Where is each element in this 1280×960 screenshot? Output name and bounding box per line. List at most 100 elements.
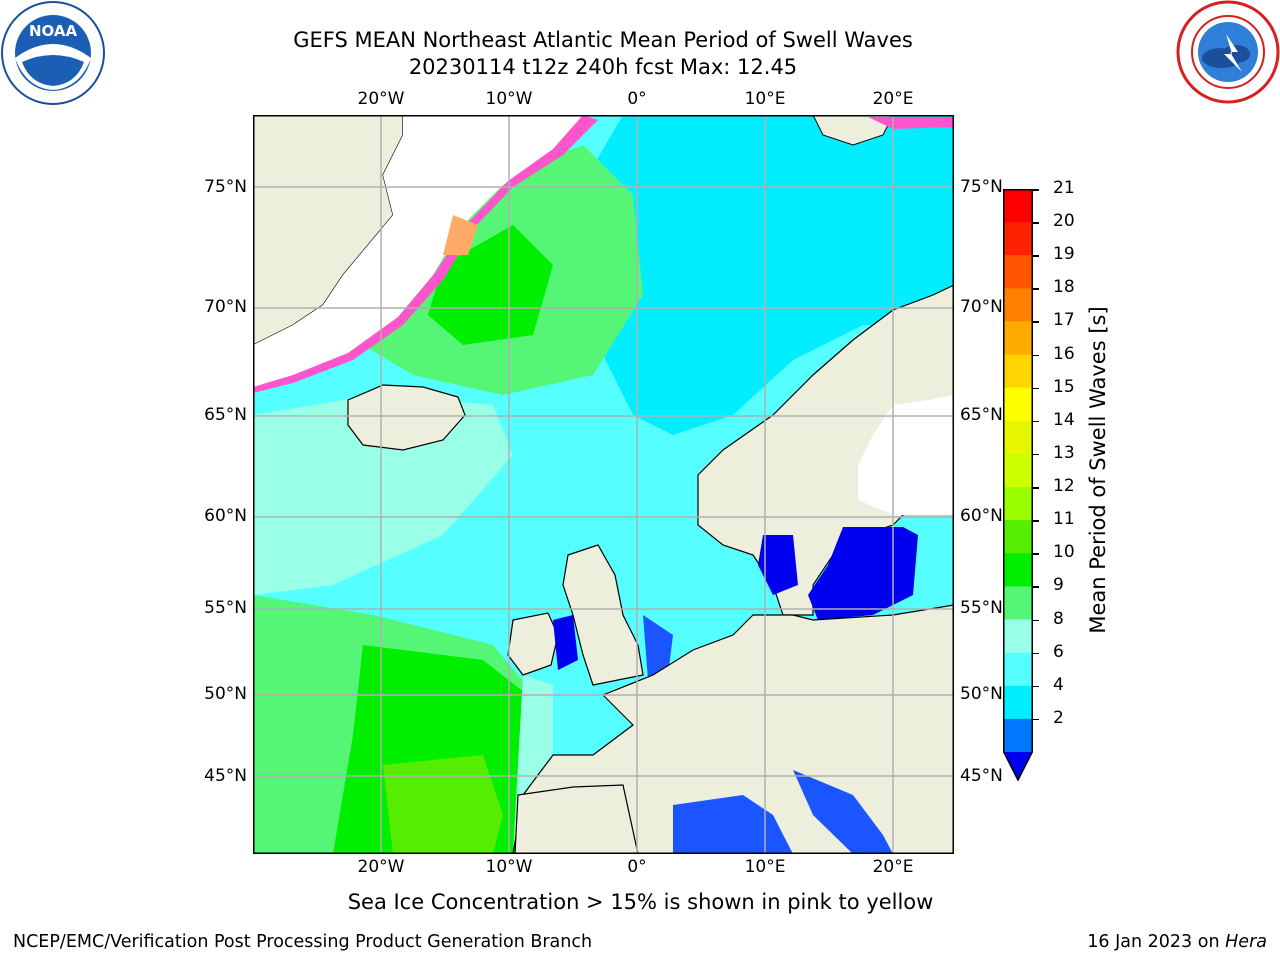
colorbar-bin — [1003, 619, 1033, 654]
colorbar-tick-label: 21 — [1053, 178, 1075, 198]
colorbar-tick-mark — [1033, 553, 1039, 555]
lon-label-top-10e: 10°E — [744, 89, 786, 109]
colorbar-under-arrow — [1003, 752, 1033, 781]
lat-label-right-75n: 75°N — [960, 177, 1003, 197]
colorbar-bin — [1003, 487, 1033, 521]
colorbar-bin — [1003, 354, 1033, 389]
colorbar-tick-label: 8 — [1053, 608, 1064, 629]
colorbar-tick-mark — [1033, 619, 1039, 622]
map-subtitle: 20230114 t12z 240h fcst Max: 12.45 — [408, 55, 798, 79]
colorbar-bin — [1003, 189, 1033, 223]
colorbar-tick-mark — [1033, 321, 1039, 323]
lat-label-right-70n: 70°N — [960, 297, 1003, 317]
colorbar-tick-mark — [1033, 420, 1039, 423]
colorbar-tick-label: 10 — [1053, 542, 1075, 563]
swell-zone-8-9s-west — [253, 395, 513, 595]
colorbar-tick-label: 12 — [1053, 476, 1075, 497]
lon-label-top-10w: 10°W — [485, 89, 533, 109]
colorbar-tick-label: 9 — [1053, 575, 1064, 596]
colorbar-tick-label: 16 — [1053, 343, 1075, 364]
lon-label-top-20e: 20°E — [872, 89, 914, 109]
colorbar-tick-label: 19 — [1053, 244, 1075, 265]
colorbar-bin — [1003, 321, 1033, 356]
colorbar-tick-mark — [1033, 487, 1039, 489]
lat-label-right-65n: 65°N — [960, 405, 1003, 425]
lat-label-left-50n: 50°N — [204, 684, 247, 704]
colorbar-bin — [1003, 520, 1033, 554]
ireland-land — [507, 612, 559, 676]
colorbar-bin — [1003, 718, 1033, 753]
colorbar-tick-mark — [1033, 520, 1039, 522]
colorbar-tick-label: 15 — [1053, 376, 1075, 397]
colorbar-bin — [1003, 586, 1033, 621]
colorbar-tick-mark — [1033, 222, 1039, 224]
lon-label-bottom-20w: 20°W — [357, 857, 405, 877]
colorbar-bin — [1003, 387, 1033, 422]
lon-label-top-0: 0° — [627, 89, 647, 109]
colorbar-tick-label: 13 — [1053, 442, 1075, 463]
footer-date: 16 Jan 2023 on Hera — [1087, 932, 1267, 952]
colorbar-bin — [1003, 420, 1033, 455]
lat-label-left-55n: 55°N — [204, 598, 247, 618]
colorbar-tick-label: 14 — [1053, 409, 1075, 430]
sea-ice-edge — [253, 115, 598, 393]
colorbar-tick-mark — [1033, 255, 1039, 257]
lat-label-left-60n: 60°N — [204, 506, 247, 526]
colorbar-bin — [1003, 553, 1033, 587]
colorbar-tick-label: 17 — [1053, 310, 1075, 331]
footer-date-text: 16 Jan 2023 on — [1087, 932, 1220, 952]
colorbar-tick-label: 11 — [1053, 509, 1075, 530]
sea-ice-note: Sea Ice Concentration > 15% is shown in … — [347, 890, 934, 914]
lon-label-bottom-0: 0° — [627, 857, 647, 877]
lon-label-bottom-10w: 10°W — [485, 857, 533, 877]
colorbar-tick-label: 4 — [1053, 674, 1064, 695]
great-britain-land — [562, 544, 644, 686]
colorbar-tick-label: 18 — [1053, 277, 1075, 298]
colorbar-tick-mark — [1033, 453, 1039, 456]
lat-label-right-60n: 60°N — [960, 506, 1003, 526]
lat-label-left-45n: 45°N — [204, 766, 247, 786]
lon-label-bottom-20e: 20°E — [872, 857, 914, 877]
colorbar-tick-mark — [1033, 718, 1039, 721]
colorbar-tick-mark — [1033, 652, 1039, 655]
swell-period-map — [253, 115, 954, 854]
footer-host: Hera — [1225, 932, 1267, 952]
ice-free-region-greenland — [253, 115, 583, 390]
colorbar-tick-label: 6 — [1053, 641, 1064, 662]
iberia-land — [514, 784, 639, 854]
footer-credit: NCEP/EMC/Verification Post Processing Pr… — [13, 932, 593, 952]
colorbar-tick-mark — [1033, 387, 1039, 390]
swell-zone-4-6s-north — [553, 115, 954, 435]
colorbar-tick-mark — [1033, 354, 1039, 357]
colorbar-bin — [1003, 652, 1033, 687]
colorbar-bin — [1003, 255, 1033, 289]
nws-logo — [1176, 0, 1280, 104]
lat-label-right-55n: 55°N — [960, 598, 1003, 618]
baltic-sea — [808, 527, 918, 620]
noaa-logo-text: NOAA — [29, 22, 78, 40]
lat-label-right-50n: 50°N — [960, 684, 1003, 704]
colorbar-tick-mark — [1033, 586, 1039, 588]
lat-label-right-45n: 45°N — [960, 766, 1003, 786]
colorbar-bin — [1003, 288, 1033, 322]
map-title: GEFS MEAN Northeast Atlantic Mean Period… — [293, 28, 913, 52]
colorbar-bin — [1003, 685, 1033, 720]
lon-label-bottom-10e: 10°E — [744, 857, 786, 877]
lat-label-left-65n: 65°N — [204, 405, 247, 425]
colorbar-bin — [1003, 453, 1033, 488]
swell-zone-11-12s-southwest — [383, 755, 503, 854]
lon-label-top-20w: 20°W — [357, 89, 405, 109]
colorbar-bin — [1003, 222, 1033, 256]
lat-label-left-70n: 70°N — [204, 297, 247, 317]
svalbard-land — [812, 115, 894, 146]
colorbar-label: Mean Period of Swell Waves [s] — [1086, 306, 1110, 634]
colorbar-tick-mark — [1033, 288, 1039, 290]
lat-label-left-75n: 75°N — [204, 177, 247, 197]
iceland-land — [347, 384, 466, 451]
colorbar-tick-label: 20 — [1053, 211, 1075, 232]
colorbar-tick-mark — [1033, 685, 1039, 688]
adriatic-sea — [793, 770, 893, 854]
colorbar-tick-mark — [1033, 189, 1039, 191]
colorbar-tick-label: 2 — [1053, 707, 1064, 728]
swell-zone-10-11s-greenland — [428, 225, 553, 345]
